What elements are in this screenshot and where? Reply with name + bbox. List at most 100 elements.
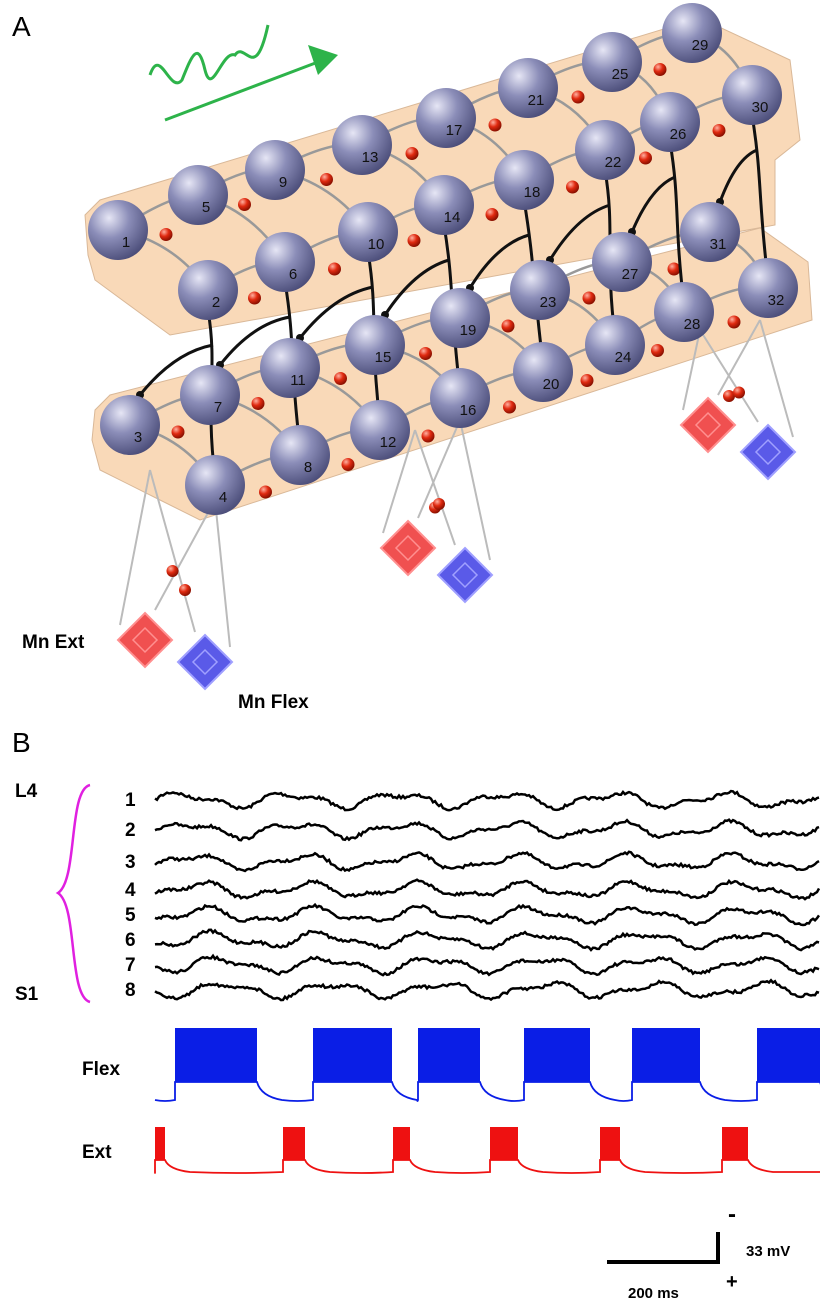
trace-label: 7 [125,955,136,976]
scale-time: 200 ms [628,1285,679,1302]
neuron-label: 22 [605,154,622,171]
trace [155,791,819,810]
mn-ext-label: Mn Ext [22,632,85,653]
neuron [662,3,722,63]
synapse [651,344,664,357]
neuron [168,165,228,225]
motor-neuron [381,521,435,575]
burst [490,1127,518,1160]
synapse [502,320,515,333]
neuron [738,258,798,318]
synapse [654,63,667,76]
synapse [503,401,516,414]
neuron [416,88,476,148]
neuron-label: 11 [290,372,306,389]
synapse [572,91,585,104]
neuron-label: 18 [524,184,541,201]
scale-plus: + [726,1271,738,1293]
neuron [654,282,714,342]
trace [155,980,819,1000]
trace-label: 8 [125,980,136,1001]
synapse [581,374,594,387]
synapse [342,458,355,471]
bottom-label: S1 [15,984,39,1005]
burst [283,1127,305,1160]
neuron [338,202,398,262]
neuron-label: 5 [202,199,210,216]
synapse [179,584,191,596]
neuron-label: 3 [134,429,142,446]
figure: A B 123456789101112131415161718192021222… [0,0,820,1303]
neuron-label: 12 [380,434,397,451]
synapse [328,263,341,276]
neuron-label: 10 [368,236,385,253]
burst [757,1028,820,1082]
neuron [178,260,238,320]
neuron [332,115,392,175]
neuron [180,365,240,425]
burst [155,1127,165,1160]
neuron [430,288,490,348]
synapse [406,147,419,160]
neuron-label: 29 [692,37,709,54]
trace [155,905,819,925]
burst-trace [155,1082,820,1101]
trace-label: 5 [125,905,136,926]
neuron-label: 16 [460,402,477,419]
synapse [408,234,421,247]
synapse [248,292,261,305]
synapse [160,228,173,241]
burst [722,1127,748,1160]
neuron-label: 27 [622,266,639,283]
scale-bar [607,1232,718,1262]
neuron [640,92,700,152]
trace [155,880,819,899]
neuron [680,202,740,262]
neuron [510,260,570,320]
top-label: L4 [15,781,38,802]
trace-label: 6 [125,930,136,951]
neuron [494,150,554,210]
scale-minus: - [728,1201,736,1228]
neuron-label: 15 [375,349,392,366]
trace-label: 2 [125,820,136,841]
synapse [489,119,502,132]
neuron-label: 26 [670,126,687,143]
neuron-label: 19 [460,322,477,339]
arrow-head [308,45,338,75]
wave [150,25,268,83]
neuron [592,232,652,292]
neuron [575,120,635,180]
neuron [414,175,474,235]
motor-neuron [681,398,735,452]
motor-neuron [178,635,232,689]
burst [632,1028,700,1082]
neuron-label: 28 [684,316,701,333]
synapse [639,152,652,165]
neuron-label: 17 [446,122,463,139]
synapse [238,198,251,211]
neuron [255,232,315,292]
neuron-label: 30 [752,99,769,116]
neuron-label: 9 [279,174,287,191]
neuron [722,65,782,125]
neuron [185,455,245,515]
neuron [345,315,405,375]
neuron-label: 13 [362,149,379,166]
neuron [100,395,160,455]
synapse [259,486,272,499]
synapse [419,347,432,360]
flex-label: Flex [82,1059,120,1080]
motor-neuron [118,613,172,667]
synapse [713,124,726,137]
synapse [334,372,347,385]
trace [155,930,819,950]
neuron-label: 23 [540,294,557,311]
neuron-label: 21 [528,92,545,109]
synapse [728,316,741,329]
neuron [88,200,148,260]
neuron [260,338,320,398]
burst [313,1028,392,1082]
trace-label: 1 [125,790,136,811]
